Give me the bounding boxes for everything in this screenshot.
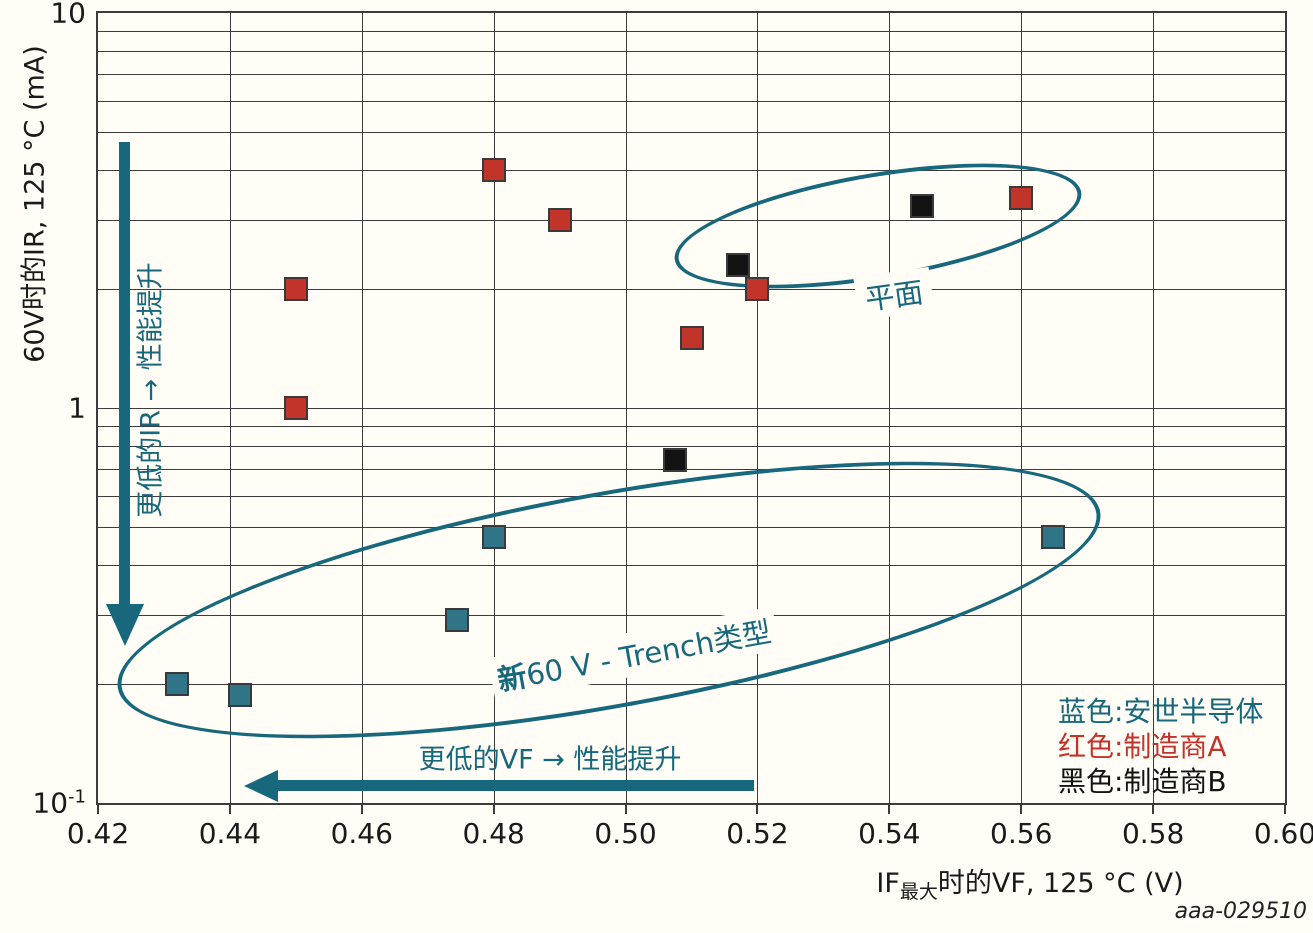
data-point-制造商A — [679, 326, 704, 351]
y-gridline — [98, 495, 1285, 497]
x-tick-label: 0.56 — [990, 817, 1053, 850]
y-gridline — [98, 446, 1285, 448]
data-point-安世半导体 — [1040, 524, 1065, 549]
lower-ir-arrow-stem — [119, 142, 130, 604]
x-axis-title: IF最大时的VF, 125 °C (V) — [876, 861, 1183, 904]
lower-vf-arrow-label: 更低的VF → 性能提升 — [418, 744, 682, 776]
data-point-安世半导体 — [165, 672, 190, 697]
y-gridline — [98, 31, 1285, 33]
legend-item: 红色:制造商A — [1058, 730, 1227, 763]
y-gridline — [98, 289, 1285, 291]
y-gridline — [98, 74, 1285, 76]
y-gridline — [98, 100, 1285, 102]
x-axis-title-subscript: 最大 — [899, 881, 938, 903]
y-gridline-major — [98, 408, 1285, 409]
x-tick-mark — [1020, 805, 1023, 814]
x-tick-mark — [228, 805, 231, 814]
data-point-制造商B — [663, 447, 687, 472]
y-gridline — [98, 565, 1285, 567]
y-tick-label: 1 — [68, 391, 86, 425]
y-tick-label: 10 — [50, 0, 86, 30]
lower-ir-arrow-label: 更低的IR → 性能提升 — [135, 262, 167, 518]
data-point-安世半导体 — [227, 682, 252, 707]
x-tick-label: 0.50 — [594, 817, 657, 850]
x-tick-mark — [97, 805, 99, 814]
x-tick-label: 0.44 — [198, 817, 262, 850]
data-point-制造商A — [481, 158, 506, 183]
x-tick-mark — [360, 805, 363, 814]
data-point-制造商A — [283, 396, 308, 420]
data-point-制造商A — [283, 277, 308, 302]
x-tick-label: 0.58 — [1121, 817, 1185, 850]
x-tick-mark — [1284, 805, 1286, 814]
y-gridline — [98, 614, 1285, 616]
y-gridline — [98, 684, 1285, 686]
data-point-安世半导体 — [481, 524, 506, 549]
y-gridline — [98, 469, 1285, 471]
x-tick-mark — [756, 805, 759, 814]
watermark: aaa-029510 — [1174, 899, 1307, 924]
y-gridline — [98, 131, 1285, 133]
data-point-制造商B — [725, 253, 750, 278]
y-gridline — [98, 426, 1285, 428]
y-gridline — [98, 170, 1285, 172]
lower-vf-arrow-head — [244, 770, 278, 802]
x-tick-label: 0.46 — [330, 817, 393, 850]
y-gridline — [98, 526, 1285, 528]
x-tick-label: 0.52 — [726, 817, 789, 850]
x-tick-label: 0.60 — [1253, 817, 1313, 850]
x-tick-label: 0.54 — [858, 817, 921, 850]
x-tick-mark — [492, 805, 495, 814]
data-point-制造商A — [547, 207, 572, 232]
legend-item: 黑色:制造商B — [1058, 765, 1227, 798]
y-gridline — [98, 219, 1285, 221]
data-point-制造商A — [1009, 186, 1034, 211]
y-tick-label: 10-1 — [32, 786, 86, 820]
x-tick-mark — [1152, 805, 1155, 814]
x-axis-title-rest: 时的VF, 125 °C (V) — [937, 868, 1184, 899]
plot-area — [96, 11, 1287, 805]
data-point-制造商A — [745, 277, 770, 302]
x-tick-label: 0.48 — [462, 817, 525, 850]
x-axis-title-main: IF — [876, 868, 900, 899]
x-tick-label: 0.42 — [66, 817, 130, 850]
y-gridline — [98, 51, 1285, 53]
lower-vf-arrow-stem — [274, 780, 754, 791]
lower-ir-arrow-head — [106, 604, 144, 646]
data-point-制造商B — [910, 193, 935, 218]
data-point-安世半导体 — [445, 608, 470, 633]
x-tick-mark — [888, 805, 891, 814]
legend: 蓝色:安世半导体 红色:制造商A 黑色:制造商B — [1058, 694, 1263, 799]
legend-item: 蓝色:安世半导体 — [1058, 695, 1264, 728]
y-axis-title: 60V时的IR, 125 °C (mA) — [19, 45, 51, 363]
x-tick-mark — [624, 805, 627, 814]
